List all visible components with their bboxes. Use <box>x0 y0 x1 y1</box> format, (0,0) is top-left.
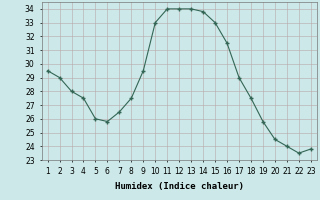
X-axis label: Humidex (Indice chaleur): Humidex (Indice chaleur) <box>115 182 244 190</box>
